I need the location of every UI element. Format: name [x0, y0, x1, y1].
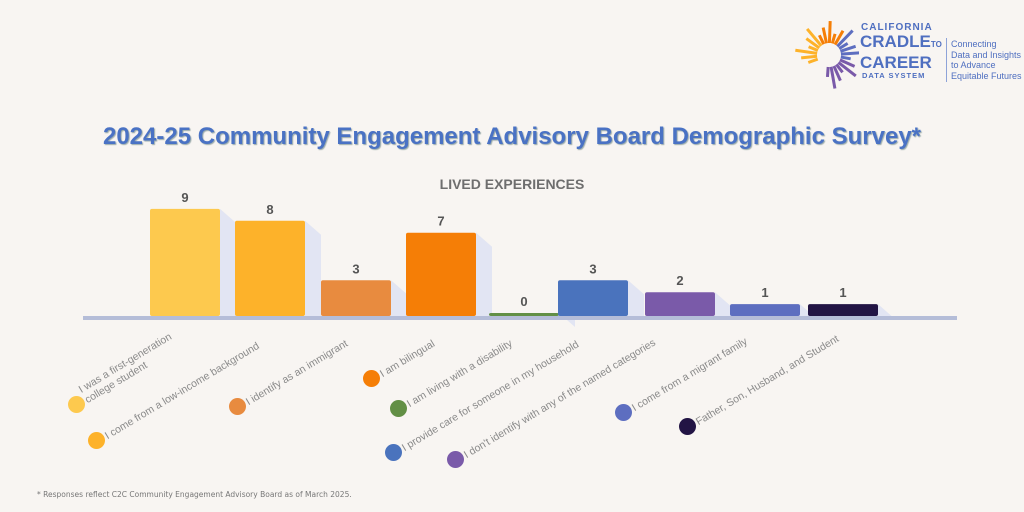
sunburst-ray — [807, 57, 819, 64]
sunburst-ray — [839, 44, 857, 53]
sunburst-ray — [830, 33, 837, 44]
legend-dot — [679, 418, 696, 435]
legend-dot — [615, 404, 632, 421]
logo-california: CALIFORNIA — [861, 22, 933, 33]
sunburst-ray — [818, 34, 826, 45]
sunburst-icon — [795, 20, 859, 89]
sunburst-ray — [800, 54, 818, 60]
bar — [150, 208, 220, 316]
data-label: 1 — [761, 285, 768, 300]
sunburst-ray — [840, 51, 859, 56]
sunburst-ray — [839, 58, 856, 68]
bar-shadow — [305, 220, 321, 316]
data-label: 9 — [181, 190, 188, 205]
legend-dot — [88, 432, 105, 449]
chart-title: 2024-25 Community Engagement Advisory Bo… — [102, 123, 921, 150]
bar-shadow — [628, 280, 644, 316]
legend-dot — [68, 396, 85, 413]
bar — [730, 304, 800, 316]
bar-shadow — [715, 292, 731, 316]
sunburst-ray — [838, 42, 849, 50]
data-label: 2 — [676, 273, 683, 288]
bar-shadow — [878, 304, 894, 319]
bar — [235, 220, 305, 316]
chart-subtitle: LIVED EXPERIENCES — [439, 176, 585, 192]
legend-dot — [363, 370, 380, 387]
legend-dot — [229, 398, 246, 415]
sunburst-ray — [837, 61, 857, 78]
data-label: 3 — [352, 261, 359, 276]
logo-divider — [946, 38, 947, 82]
c2c-logo: CALIFORNIA CRADLETO CAREER DATA SYSTEM Co… — [793, 18, 1022, 93]
sunburst-ray — [840, 55, 851, 61]
data-label: 0 — [520, 294, 527, 309]
sunburst-ray — [821, 27, 828, 44]
sunburst-ray — [829, 66, 837, 89]
sunburst-ray — [832, 65, 842, 82]
sunburst-ray — [833, 30, 845, 46]
bar-shadow — [391, 280, 407, 316]
data-label: 3 — [589, 261, 596, 276]
bar — [645, 292, 715, 316]
data-label: 7 — [437, 214, 444, 229]
sunburst-ray — [808, 45, 819, 52]
data-label: 8 — [266, 202, 273, 217]
sunburst-ray — [805, 37, 821, 50]
legend-dot — [447, 451, 464, 468]
sunburst-ray — [825, 66, 830, 78]
sunburst-ray — [795, 48, 818, 55]
logo-cradle-career: CRADLETO CAREER — [860, 32, 942, 72]
logo-tagline: Connecting Data and Insights to Advance Equ… — [951, 39, 1022, 81]
sunburst-ray — [835, 63, 844, 74]
bar — [558, 280, 628, 316]
bar-shadow — [220, 208, 236, 316]
bar — [321, 280, 391, 316]
baseline — [83, 316, 957, 320]
logo-data-system: DATA SYSTEM — [862, 71, 926, 80]
sunburst-ray — [827, 20, 832, 44]
sunburst-ray — [836, 29, 854, 48]
bar-shadow — [476, 232, 492, 316]
legend-dot — [390, 400, 407, 417]
bar — [489, 313, 559, 316]
bar — [808, 304, 878, 316]
data-label: 1 — [839, 285, 846, 300]
bar — [406, 232, 476, 316]
footnote: * Responses reflect C2C Community Engage… — [37, 490, 352, 499]
sunburst-ray — [805, 27, 823, 47]
legend-dot — [385, 444, 402, 461]
